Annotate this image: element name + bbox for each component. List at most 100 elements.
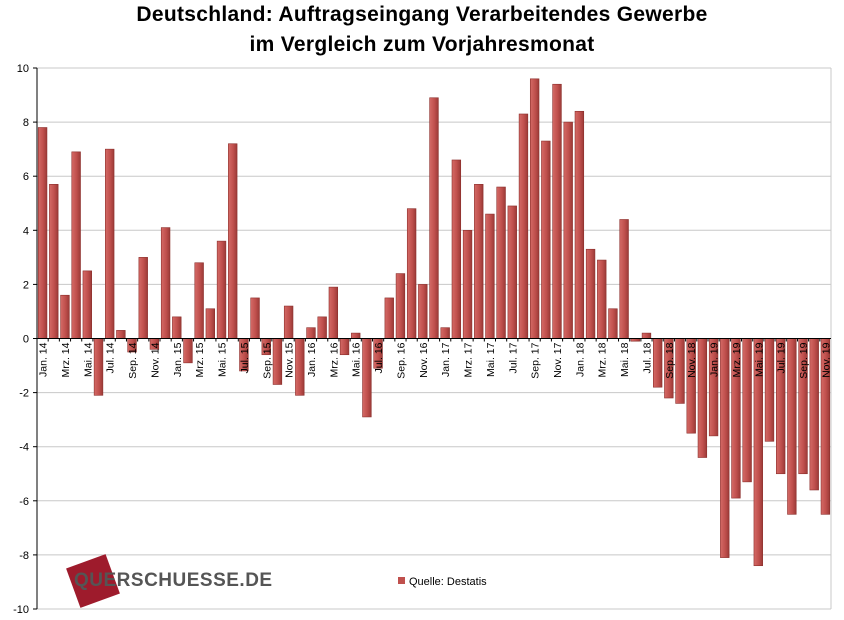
x-tick-label: Mai. 19: [753, 342, 765, 377]
x-tick-label: Jul. 14: [105, 342, 117, 373]
y-tick-label: 4: [23, 225, 29, 237]
bar: [351, 332, 361, 339]
x-tick-label: Sep. 15: [261, 342, 273, 378]
x-tick-label: Mai. 17: [485, 342, 497, 377]
bar: [675, 338, 685, 404]
bar: [418, 284, 428, 339]
bar: [295, 338, 305, 396]
x-tick-label: Jul. 15: [239, 342, 251, 373]
bar: [809, 338, 819, 491]
bars: [37, 78, 831, 567]
bar: [116, 330, 126, 339]
x-tick-labels: Jan. 14 Mrz. 14 Mai. 14 Jul. 14 Sep. 14 Nov. …: [38, 342, 833, 378]
x-tick-label: Nov. 19: [820, 342, 832, 378]
bar: [563, 121, 573, 339]
x-tick-label: Mrz. 15: [194, 342, 206, 377]
bar: [574, 110, 585, 339]
y-tick-label: 10: [17, 63, 29, 75]
bar: [462, 230, 473, 339]
y-tick-label: 2: [23, 279, 29, 291]
legend-label: Quelle: Destatis: [409, 576, 487, 588]
x-tick-label: Jan. 14: [38, 342, 50, 377]
y-tick-label: -4: [19, 442, 29, 454]
bar: [283, 305, 294, 339]
bar: [440, 327, 450, 339]
bar: [105, 148, 115, 339]
bar: [552, 83, 562, 339]
x-tick-label: Jan. 17: [440, 342, 452, 377]
bar: [37, 127, 48, 339]
bar: [205, 308, 215, 339]
x-tick-label: Sep. 18: [664, 342, 676, 378]
bar: [742, 338, 752, 483]
bar: [339, 338, 350, 356]
legend: Quelle: Destatis: [398, 576, 487, 588]
bar: [216, 240, 227, 339]
bar: [529, 78, 540, 339]
bar: [306, 327, 316, 339]
y-tick-label: -8: [19, 550, 29, 562]
bar: [518, 113, 529, 339]
logo-block: [66, 554, 120, 608]
bar: [82, 270, 92, 339]
bar: [194, 262, 204, 339]
bar: [697, 338, 708, 458]
x-tick-label: Nov. 15: [284, 342, 296, 378]
x-tick-label: Mrz. 16: [328, 342, 340, 377]
x-tick-label: Jan. 15: [172, 342, 184, 377]
x-tick-label: Jan. 19: [709, 342, 721, 377]
bar: [228, 143, 238, 339]
bar: [317, 316, 327, 339]
bar: [653, 338, 663, 388]
bar: [474, 184, 484, 339]
bar: [764, 338, 775, 442]
y-tick-label: -10: [13, 604, 29, 616]
bar: [641, 332, 652, 339]
bar: [608, 308, 618, 339]
x-tick-label: Jan. 18: [574, 342, 586, 377]
bar: [250, 297, 260, 339]
legend-swatch: [398, 577, 405, 584]
bar: [49, 184, 59, 339]
querschuesse-logo: QUERSCHUESSE.DE: [66, 554, 273, 608]
bar: [406, 208, 417, 339]
x-tick-label: Jul. 16: [373, 342, 385, 373]
bar: [395, 273, 406, 339]
x-tick-label: Nov. 17: [552, 342, 564, 378]
x-tick-label: Mai. 14: [82, 342, 94, 377]
bar: [60, 294, 70, 339]
x-tick-label: Sep. 16: [395, 342, 407, 378]
x-tick-label: Mrz. 19: [731, 342, 743, 377]
bar: [720, 338, 730, 558]
x-tick-label: Jul. 18: [641, 342, 653, 373]
logo-text: QUERSCHUESSE.DE: [74, 570, 273, 591]
x-tick-label: Sep. 17: [530, 342, 542, 378]
x-tick-label: Jul. 17: [507, 342, 519, 373]
bar: [362, 338, 372, 418]
bar: [485, 213, 495, 339]
y-tick-label: 0: [23, 334, 29, 346]
x-tick-label: Mrz. 14: [60, 342, 72, 377]
x-tick-label: Mrz. 17: [463, 342, 475, 377]
bar: [787, 338, 797, 515]
bar: [429, 97, 439, 339]
bar: [507, 205, 517, 339]
x-tick-label: Mrz. 18: [597, 342, 609, 377]
bar: [183, 338, 193, 364]
bar: [541, 140, 551, 339]
bar: [172, 316, 182, 339]
bar: [93, 338, 104, 396]
bar: [597, 259, 607, 339]
bar: [496, 186, 506, 339]
x-tick-label: Sep. 14: [127, 342, 139, 378]
x-tick-label: Jul. 19: [776, 342, 788, 373]
bar: [160, 227, 171, 339]
x-tick-label: Jan. 16: [306, 342, 318, 377]
chart-title-line-1: Deutschland: Auftragseingang Verarbeiten…: [136, 3, 708, 26]
bar: [619, 219, 629, 339]
bar: [272, 338, 283, 385]
x-tick-label: Sep. 19: [798, 342, 810, 378]
x-tick-label: Nov. 14: [149, 342, 161, 378]
x-tick-label: Mai. 18: [619, 342, 631, 377]
